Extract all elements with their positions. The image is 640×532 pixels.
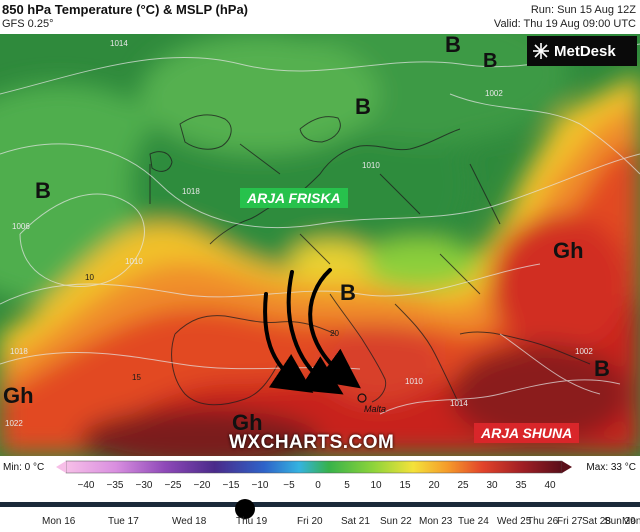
timeline-day[interactable]: Tue 24 [458, 516, 489, 527]
scale-tick: −15 [223, 480, 240, 491]
hot-air-tag: ARJA SHUNA [474, 423, 580, 443]
flow-arrows [263, 268, 361, 395]
isobar-label: 1018 [182, 187, 200, 196]
timeline-day[interactable]: Thu 26 [527, 516, 559, 527]
temperature-legend: Min: 0 °C Max: 33 °C −40 [0, 456, 640, 496]
scale-tick: 15 [399, 480, 411, 491]
timeline-day[interactable]: Fri 20 [297, 516, 323, 527]
isobar-label: 1006 [12, 222, 30, 231]
max-temperature: Max: 33 °C [586, 462, 636, 473]
contour-label: 15 [132, 373, 141, 382]
color-scale: −40 −35 −30 −25 −20 −15 −10 −5 0 5 10 15… [56, 460, 572, 491]
scale-tick: −10 [252, 480, 269, 491]
low-pressure-label: B [340, 280, 356, 305]
isobar-label: 1002 [575, 347, 593, 356]
chart-title: 850 hPa Temperature (°C) & MSLP (hPa) [2, 2, 248, 17]
high-pressure-label: Gh [232, 410, 263, 435]
metdesk-logo-icon [533, 43, 549, 59]
timeline-track[interactable] [0, 499, 640, 519]
timeline-day[interactable]: Sat 28 [582, 516, 611, 527]
timeline-slider-handle[interactable] [235, 499, 255, 519]
isobar-label: 1018 [10, 347, 28, 356]
flow-arrow [263, 292, 314, 393]
timeline-day[interactable]: Mon 16 [42, 516, 76, 527]
scale-tick: −30 [136, 480, 153, 491]
timeline-day[interactable]: Sun 22 [380, 516, 412, 527]
scale-tick: 10 [370, 480, 382, 491]
timeline-day[interactable]: Mon 30 [622, 516, 640, 527]
forecast-timeline[interactable]: Mon 16 Tue 17 Wed 18 Thu 19 Fri 20 Sat 2… [0, 496, 640, 532]
coastlines [149, 114, 591, 407]
scale-tick: −35 [107, 480, 124, 491]
metdesk-logo-text: MetDesk [554, 42, 616, 60]
isobar-label: 1022 [5, 419, 23, 428]
flow-arrow [308, 268, 361, 389]
scale-tick: 5 [344, 480, 350, 491]
scale-tick: −5 [283, 480, 295, 491]
contour-label: 20 [330, 329, 339, 338]
watermark: WXCHARTS.COM [229, 432, 395, 453]
valid-time: Valid: Thu 19 Aug 09:00 UTC [493, 18, 636, 30]
timeline-day[interactable]: Thu 19 [236, 516, 268, 527]
scale-tick-labels: −40 −35 −30 −25 −20 −15 −10 −5 0 5 10 15… [78, 480, 556, 491]
timeline-day[interactable]: Fri 27 [557, 516, 583, 527]
high-pressure-label: Gh [3, 383, 34, 408]
isobar-label: 1014 [110, 39, 128, 48]
scale-tick: −25 [165, 480, 182, 491]
timeline-day[interactable]: Wed 18 [172, 516, 207, 527]
scale-tick: 0 [315, 480, 321, 491]
timeline-day[interactable]: Sat 21 [341, 516, 370, 527]
isobar-label: 1010 [362, 161, 380, 170]
cool-air-tag: ARJA FRISKA [240, 188, 348, 208]
low-pressure-label: B [483, 50, 498, 72]
timeline-day[interactable]: Mon 23 [419, 516, 453, 527]
timeline-day[interactable]: Sun 29 [604, 516, 636, 527]
model-name: GFS 0.25° [2, 18, 54, 30]
scale-tick: 20 [428, 480, 440, 491]
scale-tick: 30 [486, 480, 498, 491]
low-pressure-label: B [35, 178, 51, 203]
map-canvas: 1014 1018 1006 1010 1010 1002 1018 1022 … [0, 34, 640, 456]
temperature-field [0, 34, 640, 456]
isobar-label: 1010 [125, 257, 143, 266]
high-pressure-label: Gh [553, 238, 584, 263]
city-label: Malta [364, 404, 387, 414]
isobar-label-layer: 1014 1018 1006 1010 1010 1002 1018 1022 … [5, 39, 593, 428]
scale-tick: 40 [544, 480, 556, 491]
scale-tick: −40 [78, 480, 95, 491]
contour-label-layer: 10 15 20 [85, 273, 339, 382]
scale-tick: −20 [194, 480, 211, 491]
low-pressure-label: B [445, 34, 461, 57]
timeline-day[interactable]: Tue 17 [108, 516, 139, 527]
min-temperature: Min: 0 °C [3, 462, 45, 473]
scale-tick: 25 [457, 480, 469, 491]
isobar-label: 1014 [450, 399, 468, 408]
weather-map: 1014 1018 1006 1010 1010 1002 1018 1022 … [0, 34, 640, 456]
isobar-label: 1002 [485, 89, 503, 98]
timeline-day[interactable]: Wed 25 [497, 516, 532, 527]
scale-tick: 35 [515, 480, 527, 491]
metdesk-logo: MetDesk [527, 36, 637, 66]
run-time: Run: Sun 15 Aug 12Z [530, 4, 636, 16]
contour-label: 10 [85, 273, 94, 282]
malta-marker [357, 393, 367, 403]
low-pressure-label: B [594, 356, 610, 381]
isobar-label: 1010 [405, 377, 423, 386]
chart-header: 850 hPa Temperature (°C) & MSLP (hPa) GF… [0, 0, 640, 34]
low-pressure-label: B [355, 94, 371, 119]
